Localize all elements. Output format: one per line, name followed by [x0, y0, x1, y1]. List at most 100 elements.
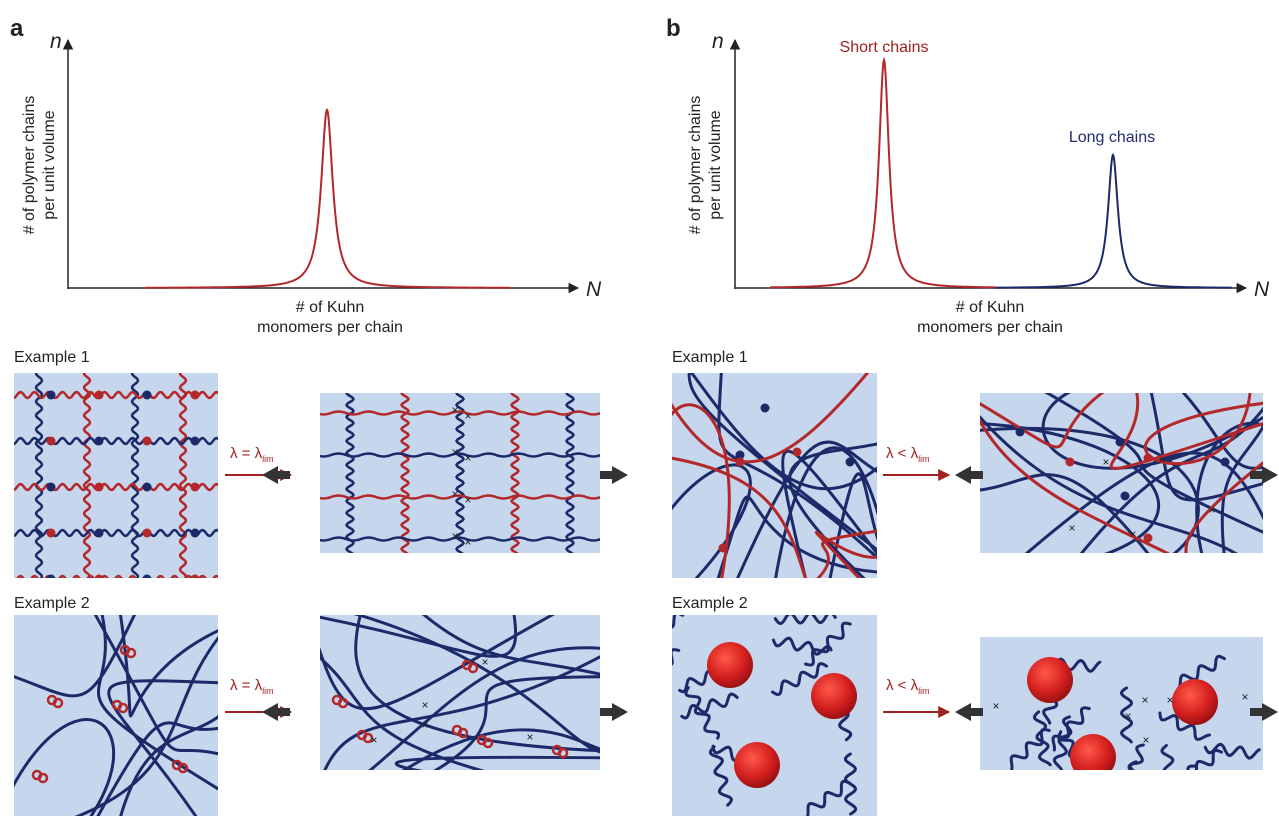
chain: [773, 615, 837, 626]
crosslink: [94, 390, 104, 400]
crosslink: [142, 528, 152, 538]
arrow-label-sub: lim: [262, 454, 274, 464]
pull-arrow: [1250, 466, 1278, 484]
chain: [672, 403, 731, 578]
chain: [1195, 748, 1223, 770]
chain: [178, 373, 188, 578]
broken-mark: ×: [1158, 453, 1165, 467]
chain: [368, 646, 600, 770]
y-symbol: n: [50, 30, 62, 53]
crosslink: [46, 528, 56, 538]
chain: [816, 529, 877, 578]
x-symbol: N: [1254, 278, 1270, 301]
chain: [1186, 764, 1197, 770]
chain: [980, 393, 1105, 449]
broken-mark: ×: [451, 529, 458, 543]
broken-mark: ×: [1142, 733, 1149, 747]
chain: [672, 615, 685, 629]
chain: [980, 422, 1161, 553]
broken-mark: ×: [481, 655, 488, 669]
chain: [394, 755, 600, 770]
arrow-label-sub: lim: [262, 686, 274, 696]
chain: [82, 373, 92, 578]
broken-mark: ×: [1241, 690, 1248, 704]
crosslink: [190, 436, 200, 446]
broken-mark: ×: [1068, 521, 1075, 535]
chain: [344, 393, 356, 553]
slip-ring: [177, 762, 189, 774]
chain: [1177, 654, 1226, 690]
network: × × × × ×: [980, 393, 1263, 553]
chain: [1158, 711, 1211, 741]
chain: [1119, 686, 1134, 744]
broken-mark: ×: [370, 733, 377, 747]
network: [14, 373, 248, 584]
chain: [320, 536, 600, 542]
chain: [320, 615, 556, 711]
crosslink: [46, 574, 56, 578]
chain: [1127, 743, 1145, 770]
network: × × × × × × × ×: [320, 393, 600, 553]
crosslink: [94, 482, 104, 492]
pull-arrow: [955, 466, 983, 484]
chain: [781, 449, 877, 578]
pull-arrow: [955, 703, 983, 721]
network-box: [980, 393, 1263, 553]
slip-ring: [337, 697, 349, 709]
chain: [1024, 451, 1263, 553]
chain: [689, 373, 877, 491]
chain: [687, 373, 877, 552]
chain: [980, 417, 1171, 553]
arrow-label: λ < λlim: [886, 677, 930, 696]
chain: [804, 621, 852, 667]
arrow-label: λ = λlim: [230, 677, 274, 696]
network: [672, 373, 877, 578]
crosslink: [94, 436, 104, 446]
crosslink: [239, 483, 248, 492]
x-axis-label: monomers per chain: [917, 319, 1063, 336]
crosslink: [46, 390, 56, 400]
y-axis-label: per unit volume: [41, 110, 58, 219]
chain: [672, 456, 807, 578]
y-axis-label: # of polymer chains: [21, 96, 38, 235]
example-title: Example 1: [672, 349, 748, 366]
chain: [1009, 727, 1051, 770]
arrow-label-sub: lim: [918, 686, 930, 696]
crosslink: [239, 529, 248, 538]
crosslink: [46, 482, 56, 492]
distribution-curve: [995, 152, 1232, 289]
broken-mark: ×: [1124, 709, 1131, 723]
network: × × × × × × ×: [992, 654, 1261, 792]
slip-ring: [467, 662, 479, 674]
chain: [353, 615, 600, 754]
illustrations: × × × × × × × × × × × × × × × × × × × × × × × × ×: [14, 56, 1278, 816]
broken-mark: ×: [1166, 693, 1173, 707]
chain: [34, 373, 44, 578]
arrow-label-main: λ = λ: [230, 445, 263, 462]
chain: [402, 728, 600, 770]
broken-mark: ×: [1014, 778, 1021, 792]
slip-ring: [482, 737, 494, 749]
chain: [708, 745, 734, 807]
chain: [118, 615, 218, 718]
crosslink: [239, 575, 248, 584]
chain: [96, 615, 218, 791]
crosslink: [190, 390, 200, 400]
slip-ring: [52, 697, 64, 709]
chain: [119, 715, 218, 816]
broken-mark: ×: [464, 493, 471, 507]
chain: [14, 436, 218, 446]
slip-ring: [457, 727, 469, 739]
chain: [684, 686, 721, 740]
chain: [774, 446, 877, 578]
broken-mark: ×: [992, 699, 999, 713]
slip-ring: [557, 747, 569, 759]
x-axis-label: monomers per chain: [257, 319, 403, 336]
slip-ring: [37, 772, 49, 784]
pull-arrow: [262, 466, 290, 484]
crosslink: [190, 482, 200, 492]
pull-arrow: [600, 703, 628, 721]
chain: [1032, 710, 1052, 767]
chain: [320, 410, 600, 416]
